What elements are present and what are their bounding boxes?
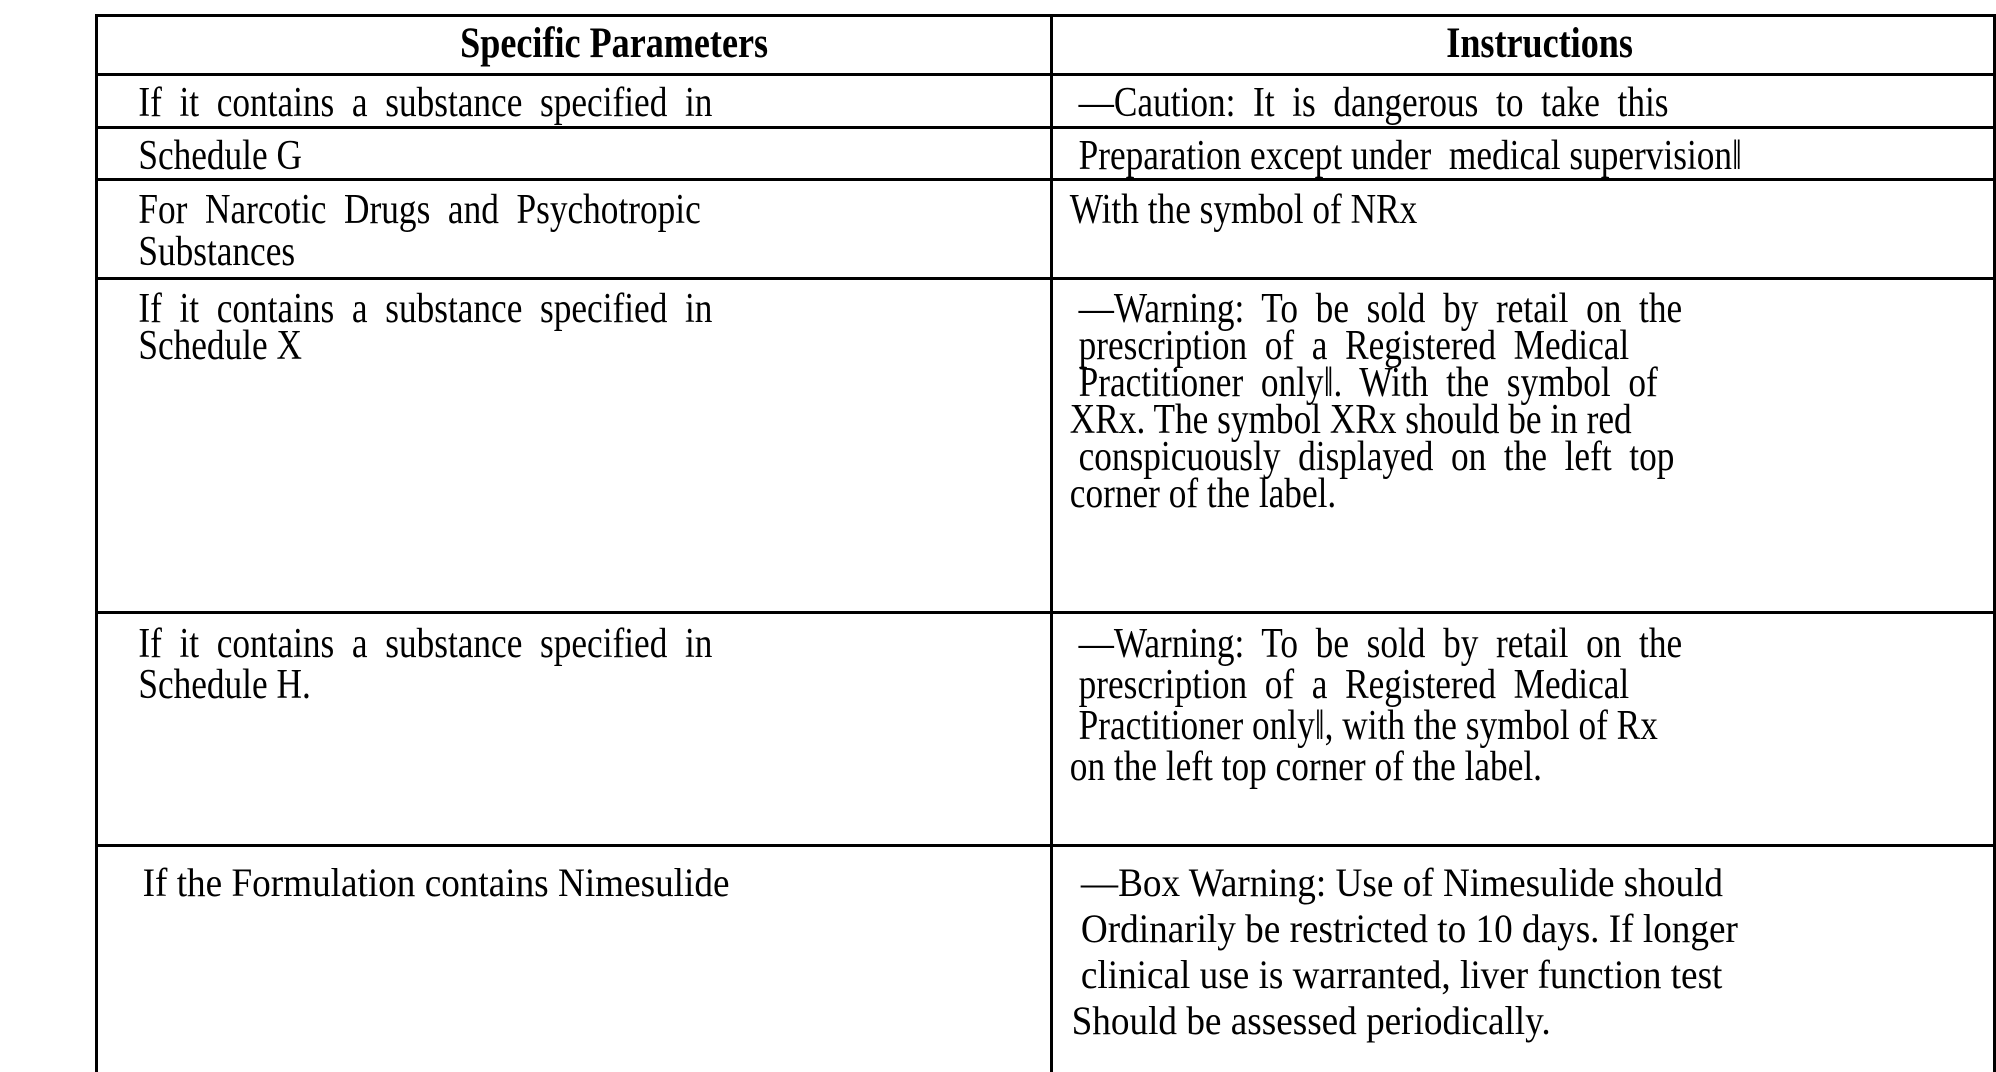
table-row: Schedule G Preparation except under medi… [95, 126, 1996, 181]
table-cell-instruction: Preparation except under medical supervi… [1050, 126, 1996, 181]
table-cell-instruction: —Warning: To be sold by retail on the pr… [1050, 277, 1996, 614]
cell-text: If it contains a substance specified in … [138, 621, 713, 708]
header-label: Specific Parameters [460, 20, 769, 67]
table-row: If it contains a substance specified in … [95, 73, 1996, 129]
table-cell-param: For Narcotic Drugs and Psychotropic Subs… [95, 178, 1053, 280]
table-cell-param: If it contains a substance specified in [95, 73, 1053, 129]
table-cell-param: If it contains a substance specified in … [95, 611, 1053, 847]
table-row: If the Formulation contains Nimesulide —… [95, 844, 1996, 1072]
cell-text: —Box Warning: Use of Nimesulide should O… [1071, 860, 1738, 1043]
cell-text: —Warning: To be sold by retail on the pr… [1069, 286, 1683, 517]
table-row: If it contains a substance specified in … [95, 611, 1996, 847]
table-row: For Narcotic Drugs and Psychotropic Subs… [95, 178, 1996, 280]
cell-text: Schedule G [138, 133, 302, 179]
cell-text: —Warning: To be sold by retail on the pr… [1069, 621, 1683, 790]
labelling-instructions-table: Specific Parameters Instructions If it c… [95, 14, 1996, 1072]
cell-text: With the symbol of NRx [1069, 187, 1418, 233]
table-cell-param: If the Formulation contains Nimesulide [95, 844, 1053, 1072]
header-label: Instructions [1446, 20, 1633, 67]
cell-text: If it contains a substance specified in [138, 80, 713, 126]
cell-text: Preparation except under medical supervi… [1069, 133, 1742, 179]
cell-text: —Caution: It is dangerous to take this [1069, 80, 1669, 126]
cell-text: For Narcotic Drugs and Psychotropic Subs… [138, 187, 701, 275]
column-header-specific-parameters: Specific Parameters [95, 14, 1053, 76]
cell-text: If it contains a substance specified in … [138, 286, 713, 369]
cell-text: If the Formulation contains Nimesulide [142, 860, 730, 905]
table-cell-param: Schedule G [95, 126, 1053, 181]
table-cell-instruction: —Box Warning: Use of Nimesulide should O… [1050, 844, 1996, 1072]
table-cell-instruction: With the symbol of NRx [1050, 178, 1996, 280]
table-row: If it contains a substance specified in … [95, 277, 1996, 614]
table-header-row: Specific Parameters Instructions [95, 14, 1996, 76]
table-cell-instruction: —Caution: It is dangerous to take this [1050, 73, 1996, 129]
table-cell-instruction: —Warning: To be sold by retail on the pr… [1050, 611, 1996, 847]
column-header-instructions: Instructions [1050, 14, 1996, 76]
table-cell-param: If it contains a substance specified in … [95, 277, 1053, 614]
